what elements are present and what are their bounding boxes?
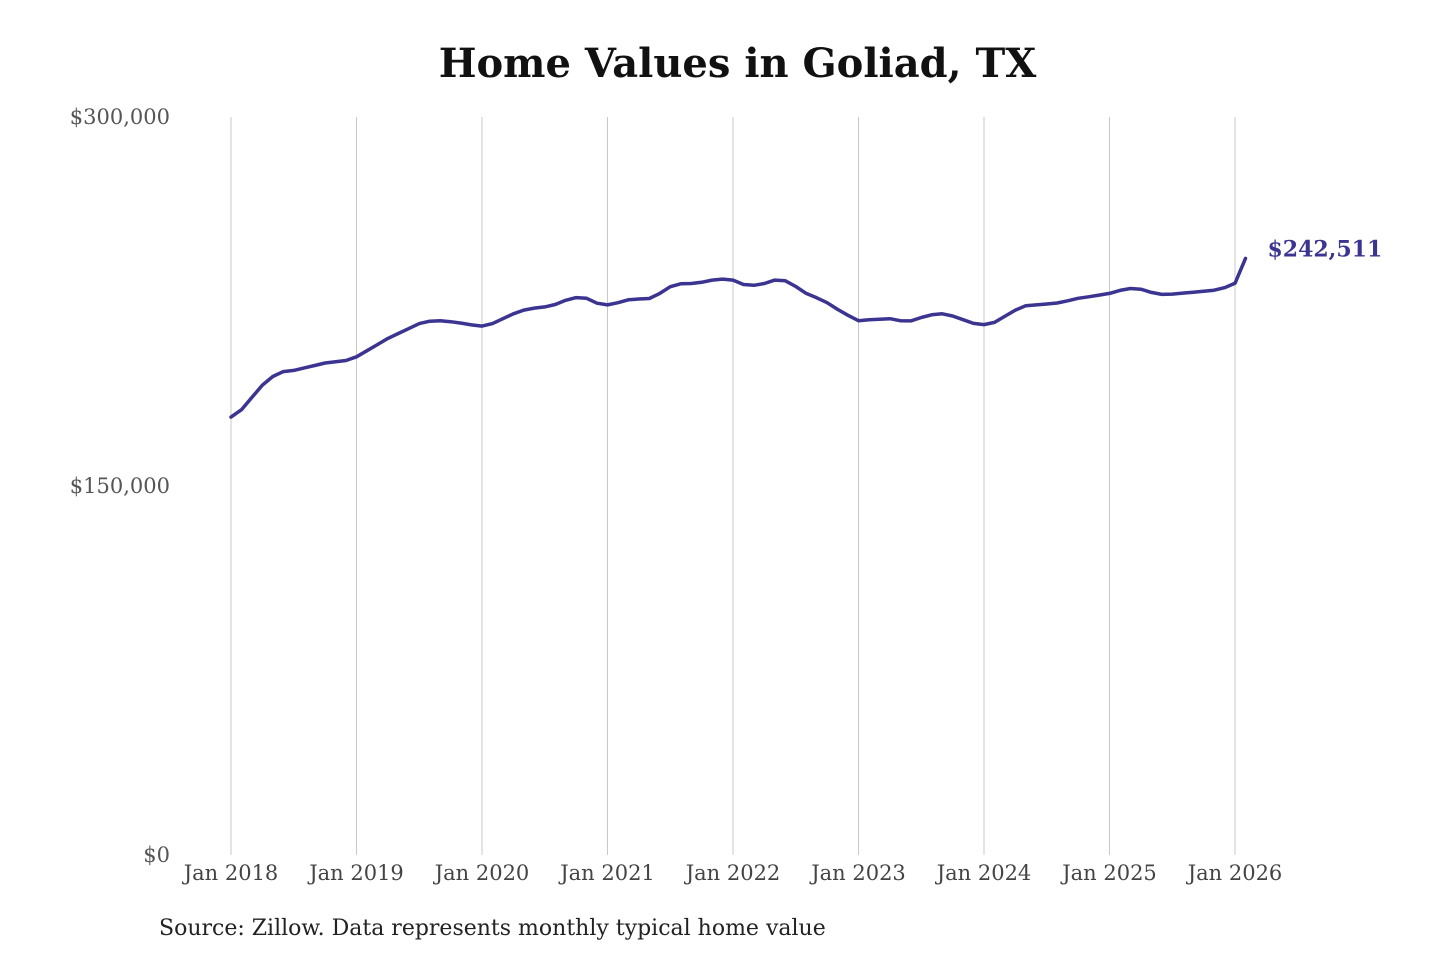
chart-title: Home Values in Goliad, TX xyxy=(438,40,1037,87)
y-axis-ticks: $0 $150,000 $300,000 xyxy=(70,105,170,867)
grid-lines xyxy=(230,117,1236,855)
x-tick-label: Jan 2020 xyxy=(433,861,530,885)
x-tick-label: Jan 2026 xyxy=(1186,861,1283,885)
x-tick-label: Jan 2018 xyxy=(182,861,279,885)
x-tick-label: Jan 2024 xyxy=(935,861,1032,885)
x-axis-ticks: Jan 2018 Jan 2019 Jan 2020 Jan 2021 Jan 2022… xyxy=(182,861,1283,885)
y-tick-label: $150,000 xyxy=(70,474,170,498)
x-tick-label: Jan 2021 xyxy=(558,861,655,885)
y-tick-label: $0 xyxy=(143,843,170,867)
y-tick-label: $300,000 xyxy=(70,105,170,129)
x-tick-label: Jan 2025 xyxy=(1060,861,1157,885)
x-tick-label: Jan 2022 xyxy=(684,861,781,885)
source-note: Source: Zillow. Data represents monthly … xyxy=(159,916,826,941)
x-tick-label: Jan 2023 xyxy=(809,861,906,885)
series-layer: $242,511 xyxy=(229,236,1382,419)
series-line xyxy=(229,256,1248,419)
x-tick-label: Jan 2019 xyxy=(307,861,404,885)
end-value-label: $242,511 xyxy=(1267,236,1382,262)
